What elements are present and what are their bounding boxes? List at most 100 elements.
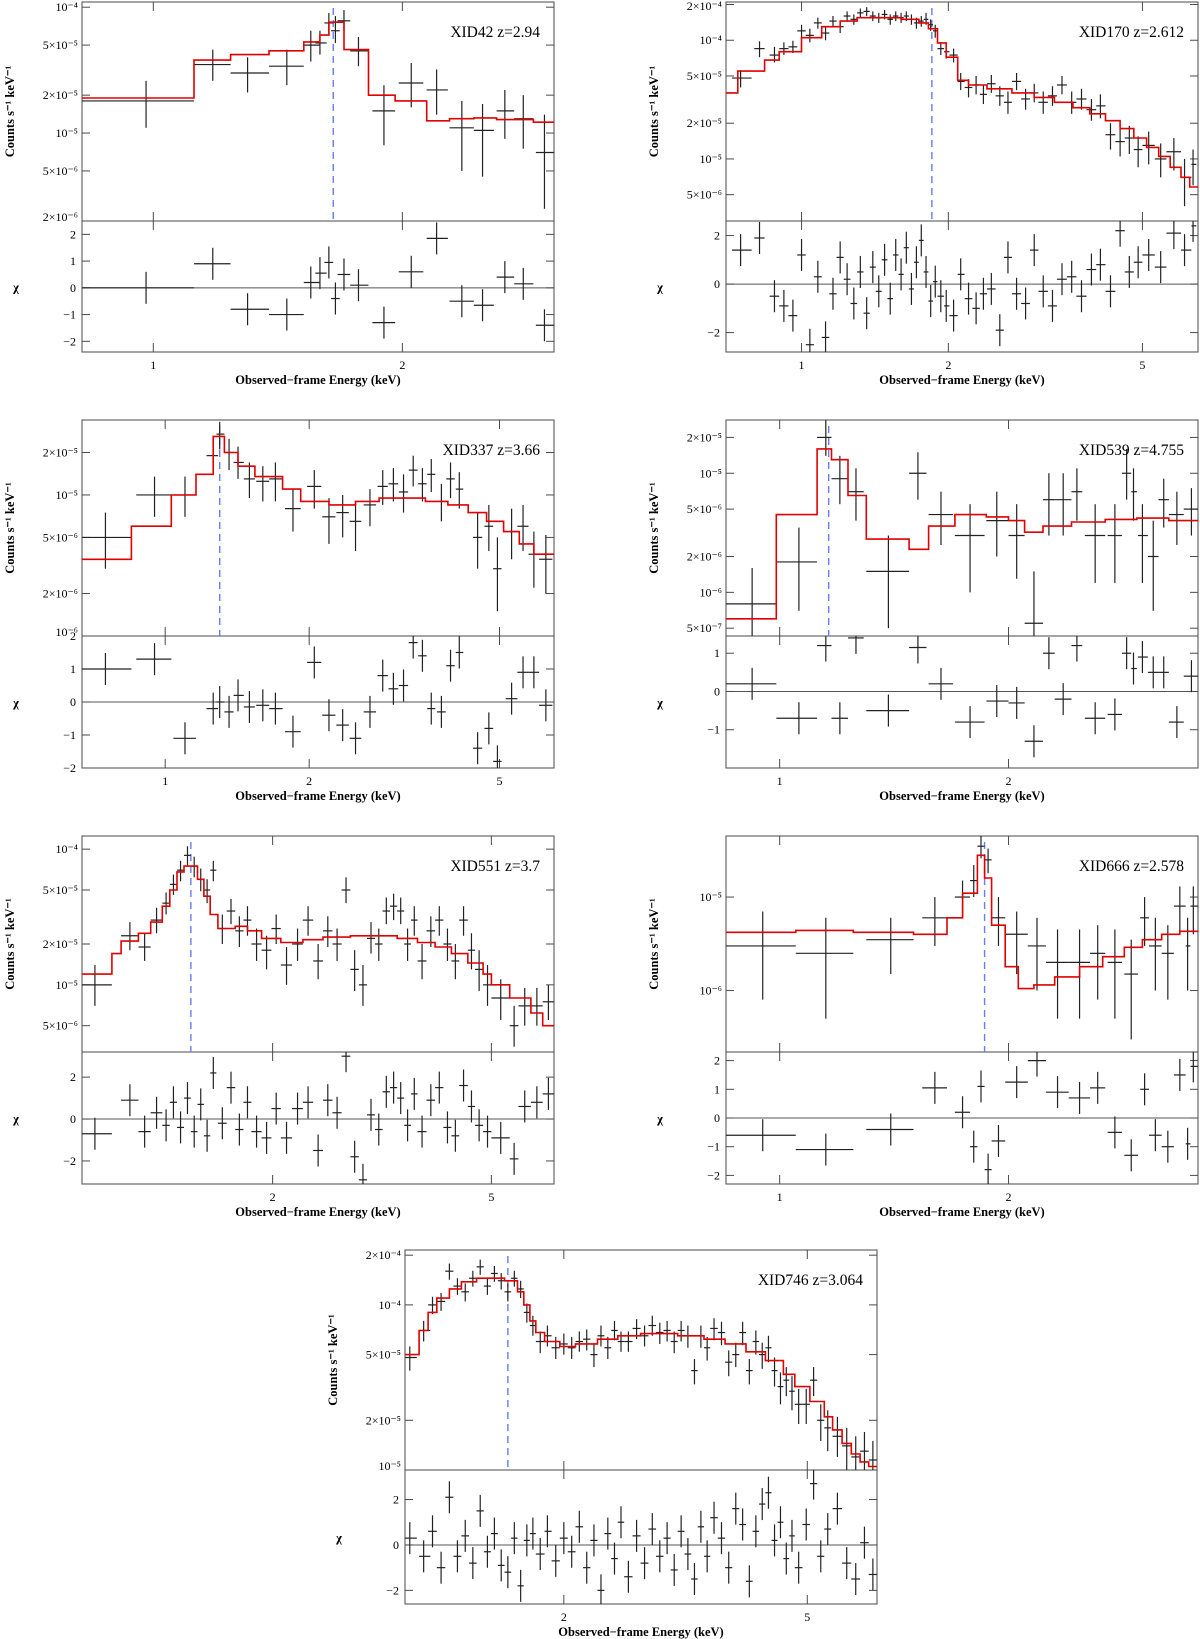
residual-point [851,1563,861,1596]
residual-point [617,1506,625,1539]
residual-point [491,1121,510,1154]
data-point [389,893,398,921]
residual-point [970,1130,978,1163]
data-point [922,897,948,946]
residual-point [497,1549,505,1582]
residual-tick-label: 1 [714,1082,720,1096]
model-curve [82,435,554,561]
data-point [358,965,368,1006]
residual-point [243,1086,252,1119]
data-point [759,1342,766,1369]
residual-point [765,1476,772,1509]
residual-point [1054,683,1072,716]
residual-point [398,255,424,288]
residual-point [367,1098,375,1131]
data-point [322,498,336,544]
data-point [410,906,418,936]
residual-point [908,272,914,305]
source-label: XID551 z=3.7 [450,858,540,875]
residual-point [203,1119,211,1152]
residual-tick-label: −1 [63,728,76,742]
y-tick-label: 2×10⁻⁵ [687,430,722,444]
data-point [435,906,444,936]
data-point [860,1431,869,1470]
data-point [797,24,806,38]
residual-point [857,255,864,288]
residual-point [405,1522,417,1555]
data-point [1008,504,1025,579]
residual-point [717,1522,726,1555]
data-point [731,70,752,88]
residual-point [453,1540,462,1573]
y-tick-label: 10⁻⁵ [378,1459,401,1473]
data-point [1047,86,1057,106]
data-point [604,1336,612,1360]
data-point [984,848,992,874]
data-point [476,1259,484,1275]
data-point [1140,897,1149,946]
data-point [235,916,244,948]
residual-point [759,1488,766,1521]
data-point [670,1331,678,1354]
residual-point [530,1086,543,1119]
residual-point [82,653,132,685]
residual-frame [81,220,555,353]
data-point [821,26,830,41]
residual-point [824,1513,832,1546]
residual-point [832,1492,843,1525]
residual-point [261,1121,272,1154]
residual-axis-label: χ [656,696,663,710]
data-point [1183,488,1198,536]
residual-point [303,266,320,299]
residual-point [1084,702,1106,735]
residual-point [704,1540,711,1573]
residual-point [331,282,340,315]
data-point [765,1335,772,1363]
data-point [292,928,303,961]
residual-point [813,260,822,293]
y-tick-label: 2×10⁻⁶ [687,549,722,563]
data-point [121,922,139,951]
residual-point [831,702,849,735]
residual-point [1107,1116,1122,1149]
residual-point [315,257,327,290]
y-tick-label: 10⁻⁵ [55,978,78,992]
data-point [426,69,448,115]
data-point [732,1342,740,1368]
residual-point [1124,1139,1138,1172]
residual-point [542,1077,554,1110]
residual-point [216,686,225,718]
data-point [509,1005,519,1047]
residual-point [1071,636,1083,662]
residual-frame [404,1469,878,1605]
residual-point [449,285,474,318]
residual-point [138,1115,151,1148]
residual-point [590,1524,598,1557]
data-point [367,922,375,954]
residual-point [230,293,270,326]
data-point [472,512,483,569]
data-point [529,1315,536,1336]
residual-point [1021,287,1030,320]
residual-point [322,699,336,732]
residual-point [523,1524,530,1557]
residual-point [1185,1127,1191,1160]
residual-point [490,1517,498,1550]
data-point [640,1325,649,1347]
residual-point [136,643,172,676]
data-point [850,14,858,25]
residual-point [511,1522,518,1555]
residual-point [797,238,806,271]
data-point [986,74,996,93]
residual-point [428,1515,437,1548]
data-point [269,462,283,502]
residual-point [863,297,870,330]
data-point [427,458,436,492]
data-point [518,987,531,1026]
residual-point [426,1084,436,1117]
x-axis-label: Observed−frame Energy (keV) [558,1625,723,1639]
residual-tick-label: 0 [714,277,720,291]
x-tick-label: 1 [777,1190,783,1204]
data-point [1054,473,1072,536]
